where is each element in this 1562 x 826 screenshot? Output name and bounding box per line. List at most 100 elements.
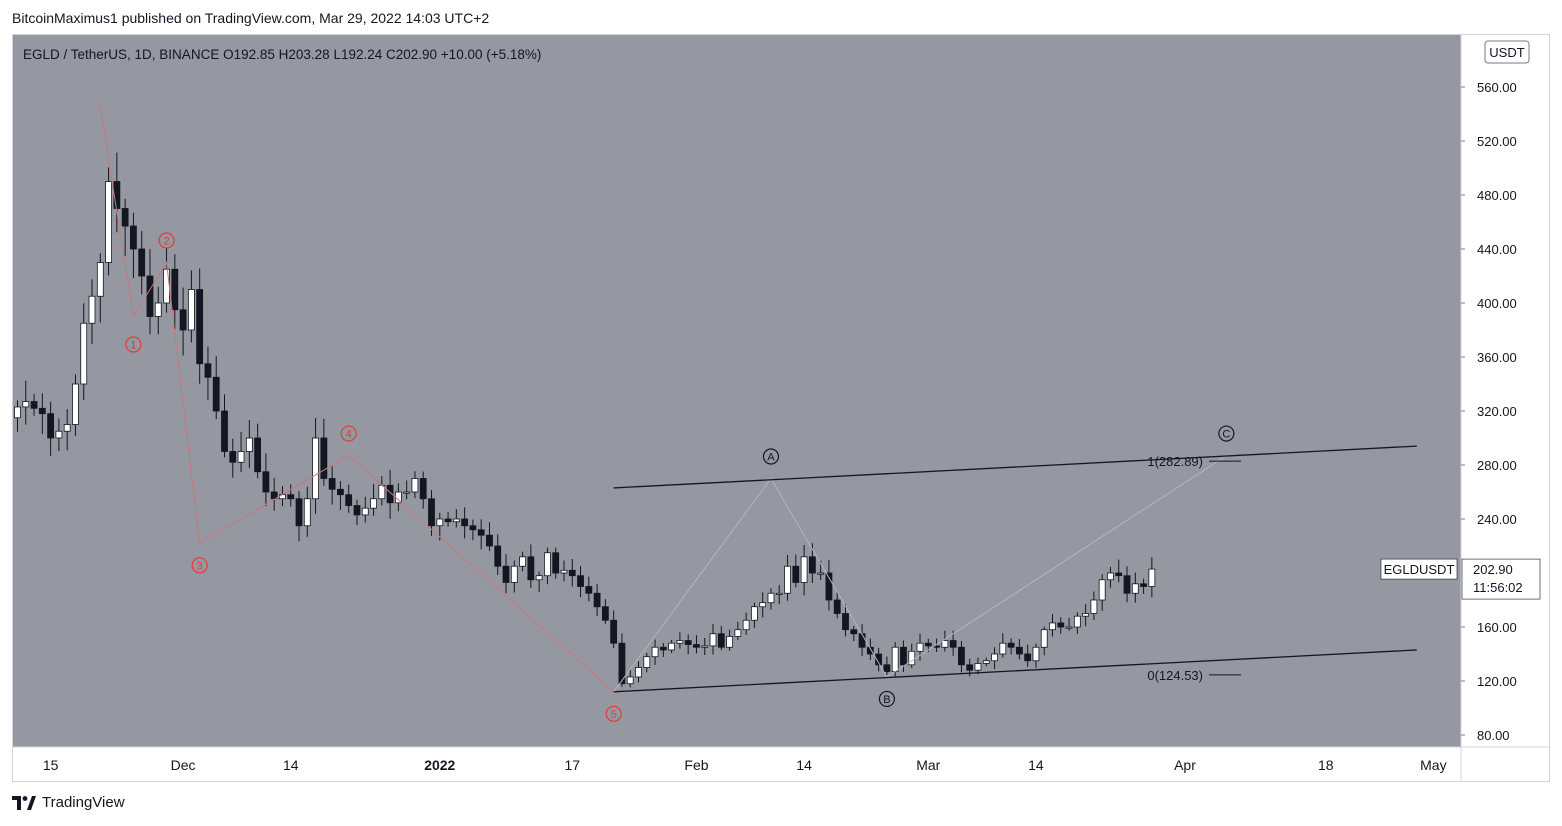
candle [792, 554, 800, 588]
candle-body-up [1065, 626, 1073, 629]
candle-body-down [585, 586, 593, 594]
candle [229, 438, 237, 478]
candle-body-down [618, 642, 626, 685]
candle-body-up [370, 498, 377, 509]
candle-body-down [254, 437, 262, 473]
last-price-box [1461, 558, 1541, 600]
candle-body-down [568, 569, 576, 577]
candle [842, 604, 849, 637]
candle [825, 560, 833, 611]
candle-body-down [121, 208, 129, 227]
candle-body-up [668, 642, 676, 651]
candle-body-up [63, 424, 71, 432]
candle-body-down [179, 309, 187, 331]
x-tick-label: 14 [1028, 757, 1044, 773]
candle-body-down [842, 613, 849, 631]
candle [245, 420, 253, 469]
candle-body-down [47, 413, 55, 439]
candle-body-down [494, 545, 502, 567]
tradingview-logo[interactable]: TradingView [12, 794, 125, 811]
candle [262, 453, 270, 507]
wave-label[interactable]: 5 [605, 705, 622, 722]
candle [55, 418, 63, 452]
wave-label-text: 3 [197, 560, 203, 572]
candle-body-down [717, 633, 725, 648]
candle-body-up [519, 556, 526, 567]
channel-lower-line[interactable] [613, 649, 1417, 693]
candle-body-down [1024, 653, 1032, 662]
wave-label[interactable]: 3 [191, 557, 208, 574]
y-tick-label: 560.00 [1477, 80, 1517, 95]
candle [982, 657, 990, 667]
candle [717, 626, 725, 651]
candle-body-up [312, 437, 319, 500]
candle [1032, 643, 1040, 669]
candle-body-up [1073, 615, 1081, 628]
candle-body-up [1131, 583, 1139, 594]
x-tick-label: 14 [796, 757, 812, 773]
y-tick-label: 480.00 [1477, 188, 1517, 203]
candle [303, 486, 311, 537]
currency-badge-box [1484, 40, 1530, 64]
candle [204, 346, 212, 401]
wave-label[interactable]: 4 [340, 425, 357, 442]
wave-label[interactable]: 2 [158, 232, 175, 249]
candle [436, 512, 444, 541]
wave-label[interactable]: 1 [125, 336, 142, 353]
candle-body-down [659, 646, 667, 651]
wave-label[interactable]: B [878, 690, 896, 708]
wave-label[interactable]: A [762, 448, 780, 465]
candle [601, 599, 609, 624]
wave-label-circle [878, 690, 896, 708]
chart-pane[interactable] [13, 35, 1461, 747]
candle-body-up [635, 667, 642, 678]
tradingview-brand-text: TradingView [42, 794, 125, 811]
currency-badge[interactable]: USDT [1484, 40, 1530, 64]
candle [1015, 639, 1023, 660]
currency-badge-text: USDT [1489, 45, 1524, 60]
candle-body-up [245, 437, 253, 452]
candle [941, 630, 949, 652]
candle [643, 652, 651, 673]
candle-body-down [1007, 642, 1015, 648]
candle-body-up [1107, 572, 1114, 581]
candle [1090, 591, 1098, 621]
candle-body-down [320, 437, 328, 479]
candle-body-down [924, 642, 932, 647]
candle-body-up [187, 289, 195, 331]
candle [254, 423, 262, 479]
candle [544, 547, 551, 585]
candle [1024, 644, 1032, 667]
candle [734, 621, 742, 641]
candle-body-up [237, 451, 245, 463]
candle-body-down [469, 525, 477, 531]
chart-frame[interactable]: 560.00 520.00 480.00 440.00 400.00 360.00 320.… [12, 34, 1550, 782]
candle [568, 558, 576, 587]
price-axis[interactable] [1461, 35, 1549, 781]
candle-body-up [999, 642, 1007, 655]
candle-body-up [1049, 622, 1056, 631]
candle-body-down [1015, 646, 1023, 655]
candle-body-down [792, 565, 800, 583]
x-tick-label: Dec [171, 757, 196, 773]
time-axis[interactable] [13, 747, 1549, 781]
candle [1115, 559, 1123, 583]
candle [361, 496, 369, 523]
candle-body-up [709, 633, 717, 647]
candle-body-up [982, 660, 990, 664]
candle-body-down [883, 664, 891, 672]
candle [370, 484, 377, 516]
candle [800, 544, 808, 596]
candle-body-down [808, 556, 816, 574]
wave-label-text: 1 [130, 340, 136, 352]
candle [295, 491, 303, 542]
x-tick-label: 15 [43, 757, 59, 773]
candle [494, 534, 502, 576]
candle-body-up [1090, 599, 1098, 614]
channel-upper-line[interactable] [613, 445, 1417, 489]
wave-label[interactable]: C [1218, 425, 1235, 442]
candlestick-chart[interactable]: 560.00520.00480.00440.00400.00360.00320.… [13, 35, 1549, 781]
candle [577, 565, 584, 598]
last-price-marker[interactable]: EGLDUSDT 202.90 11:56:02 [1380, 558, 1541, 600]
candle [1065, 617, 1073, 631]
